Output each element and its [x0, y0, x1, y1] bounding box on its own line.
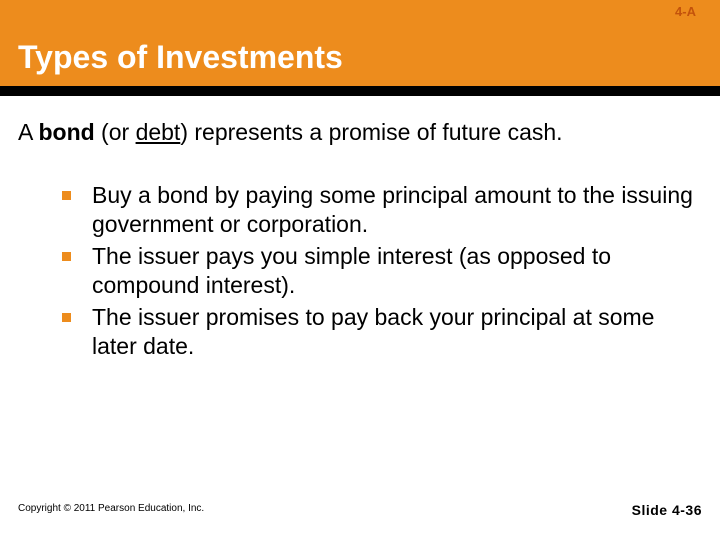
intro-underline: debt	[136, 119, 181, 145]
section-label: 4-A	[675, 4, 696, 19]
list-item: The issuer promises to pay back your pri…	[62, 303, 702, 362]
list-item: Buy a bond by paying some principal amou…	[62, 181, 702, 240]
content-area: A bond (or debt) represents a promise of…	[18, 118, 702, 363]
page-title: Types of Investments	[18, 39, 343, 76]
intro-prefix: A	[18, 119, 38, 145]
copyright-text: Copyright © 2011 Pearson Education, Inc.	[18, 503, 204, 514]
slide-number: Slide 4-36	[632, 502, 702, 518]
list-item: The issuer pays you simple interest (as …	[62, 242, 702, 301]
intro-text: A bond (or debt) represents a promise of…	[18, 118, 702, 147]
intro-mid: (or	[95, 119, 136, 145]
title-bar: Types of Investments	[0, 28, 720, 86]
top-accent-bar: 4-A	[0, 0, 720, 28]
intro-suffix: ) represents a promise of future cash.	[180, 119, 562, 145]
bullet-list: Buy a bond by paying some principal amou…	[18, 181, 702, 362]
intro-bold: bond	[38, 119, 94, 145]
divider-strip	[0, 86, 720, 96]
